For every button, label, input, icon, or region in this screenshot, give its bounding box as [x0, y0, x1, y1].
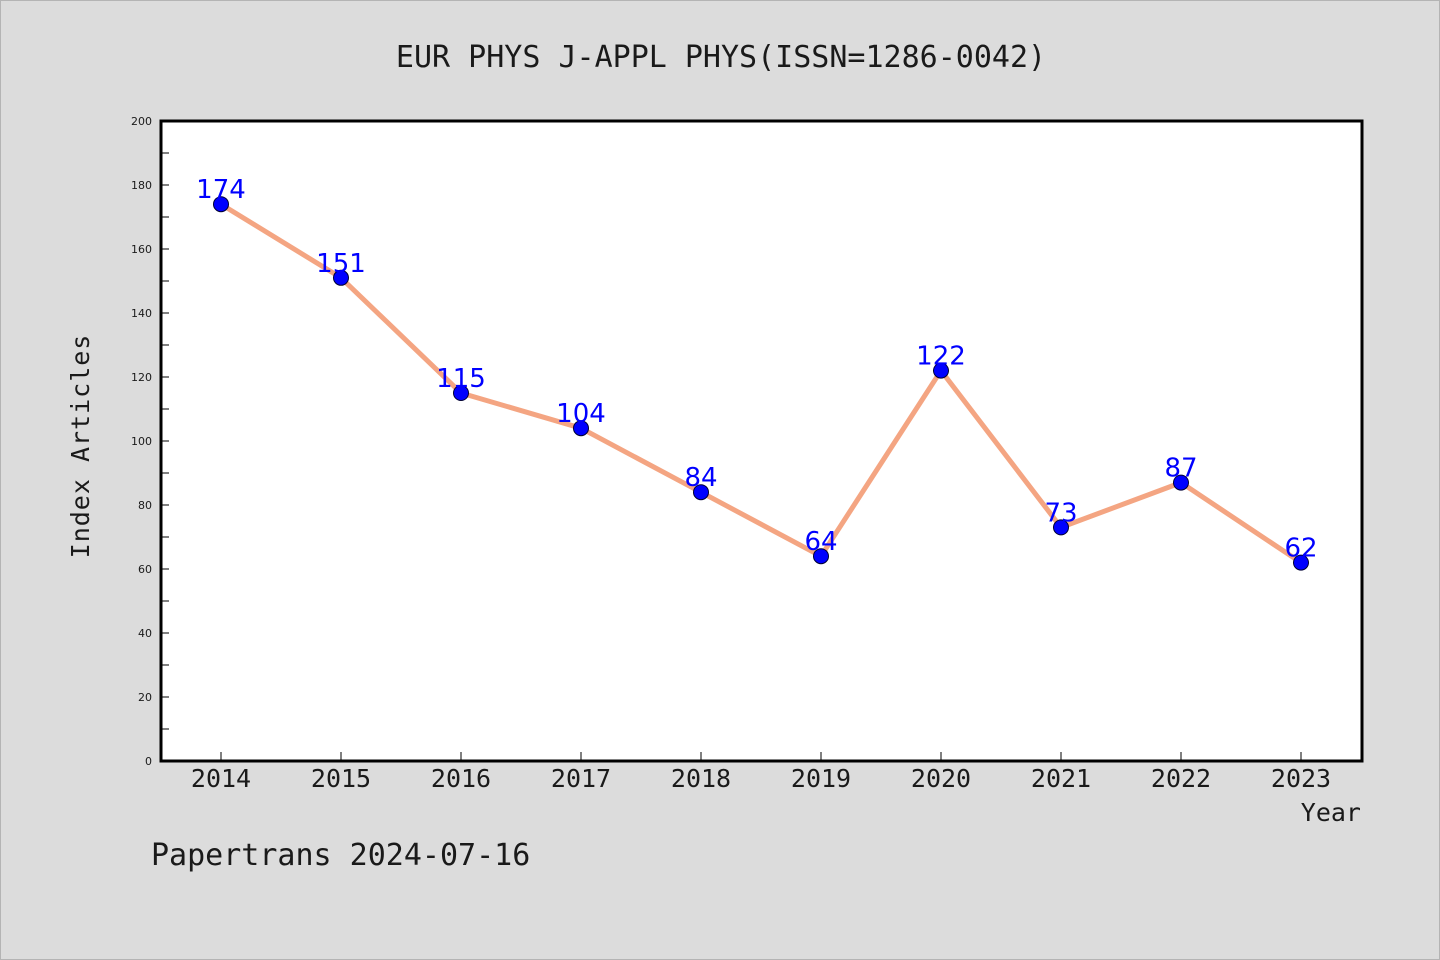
x-tick-label: 2023 — [1271, 764, 1331, 793]
chart-title: EUR PHYS J-APPL PHYS(ISSN=1286-0042) — [396, 40, 1046, 75]
data-label: 62 — [1284, 534, 1317, 564]
x-tick-label: 2019 — [791, 764, 851, 793]
y-tick-label: 20 — [138, 691, 152, 704]
data-point — [453, 385, 469, 401]
plot-area — [161, 121, 1362, 761]
data-label: 84 — [684, 463, 717, 493]
data-points — [213, 196, 1309, 571]
data-label: 174 — [196, 175, 246, 205]
data-point — [1173, 474, 1189, 491]
y-tick-label: 160 — [131, 243, 152, 256]
x-tick-label: 2015 — [311, 764, 371, 793]
x-tick-label: 2021 — [1031, 764, 1091, 793]
y-tick-label: 80 — [138, 499, 152, 512]
data-labels: 174 151 115 104 84 64 122 73 87 62 — [196, 175, 1317, 563]
y-tick-label: 180 — [131, 179, 152, 192]
data-label: 64 — [804, 527, 837, 557]
data-label: 115 — [436, 364, 486, 394]
y-tick-label: 100 — [131, 435, 152, 448]
data-point — [813, 548, 829, 565]
x-tick-label: 2017 — [551, 764, 611, 793]
data-point — [333, 269, 349, 286]
data-label: 87 — [1164, 454, 1197, 484]
y-tick-label: 200 — [131, 115, 152, 128]
series-line-group — [218, 201, 1304, 566]
y-tick-label: 120 — [131, 371, 152, 384]
x-tick-label: 2014 — [191, 764, 251, 793]
footer-credit: Papertrans 2024-07-16 — [151, 838, 530, 873]
data-point — [1053, 519, 1069, 536]
data-label: 151 — [316, 249, 366, 279]
data-point — [1293, 554, 1309, 571]
plot-frame — [159, 119, 1364, 763]
x-tick-label: 2016 — [431, 764, 491, 793]
data-point — [933, 362, 949, 379]
y-tick-label: 0 — [145, 755, 152, 768]
x-axis-label: Year — [1301, 798, 1361, 827]
x-tick-label: 2020 — [911, 764, 971, 793]
data-label: 73 — [1044, 498, 1077, 528]
data-label: 122 — [916, 342, 966, 372]
y-tick-label: 140 — [131, 307, 152, 320]
data-point — [213, 196, 229, 213]
x-tick-label: 2018 — [671, 764, 731, 793]
y-tick-label: 40 — [138, 627, 152, 640]
series-line — [218, 201, 1304, 566]
data-point — [573, 420, 589, 437]
y-tick-label: 60 — [138, 563, 152, 576]
data-point — [693, 484, 709, 501]
y-axis-label: Index Articles — [66, 334, 95, 559]
x-axis-ticks: 2014 2015 2016 2017 2018 2019 2020 2021 2022 2023 — [191, 752, 1331, 793]
data-label: 104 — [556, 399, 606, 429]
x-tick-label: 2022 — [1151, 764, 1211, 793]
